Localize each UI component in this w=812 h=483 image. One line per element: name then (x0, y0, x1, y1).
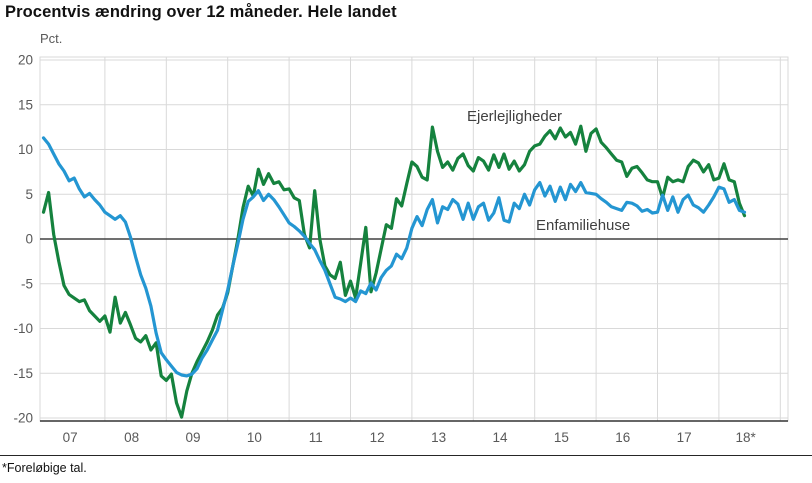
series-label-enfamiliehuse: Enfamiliehuse (536, 217, 630, 234)
series-line-enfamiliehuse (41, 136, 747, 378)
x-tick-label: 18* (735, 430, 756, 445)
x-tick-label: 10 (247, 430, 262, 445)
x-tick-label: 11 (309, 430, 323, 445)
x-tick-label: 12 (370, 430, 385, 445)
x-tick-label: 09 (185, 430, 200, 445)
x-tick-label: 15 (554, 430, 569, 445)
y-tick-label: -15 (13, 366, 33, 381)
y-tick-label: -20 (13, 411, 33, 426)
x-tick-label: 08 (124, 430, 139, 445)
y-tick-label: 0 (25, 232, 33, 247)
series-label-ejerlejligheder: Ejerlejligheder (467, 108, 562, 125)
y-tick-label: 10 (18, 142, 33, 157)
series-line-ejerlejligheder (41, 124, 747, 419)
x-tick-label: 07 (63, 430, 78, 445)
y-axis-unit-label: Pct. (40, 31, 63, 46)
y-tick-label: 20 (18, 53, 33, 68)
chart-title: Procentvis ændring over 12 måneder. Hele… (5, 3, 397, 21)
x-tick-label: 14 (492, 430, 508, 445)
y-tick-label: -10 (13, 321, 33, 336)
footnote-divider (0, 455, 812, 456)
footnote-text: *Foreløbige tal. (2, 461, 87, 475)
y-tick-label: 15 (18, 97, 33, 112)
x-tick-label: 16 (615, 430, 630, 445)
y-tick-label: 5 (25, 187, 33, 202)
x-tick-label: 13 (431, 430, 446, 445)
y-tick-label: -5 (21, 276, 33, 291)
x-tick-label: 17 (677, 430, 692, 445)
